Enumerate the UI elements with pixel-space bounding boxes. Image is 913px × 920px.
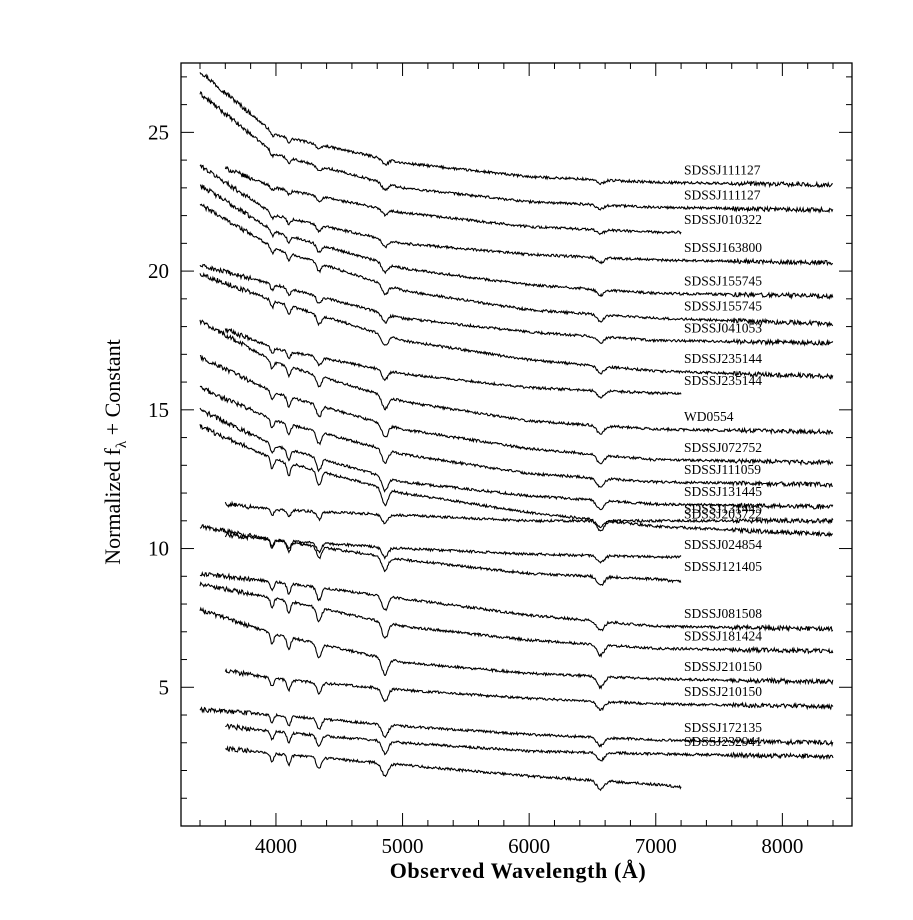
spectrum-label: SDSSJ111059	[684, 462, 761, 477]
spectrum-label: SDSSJ210150	[684, 659, 762, 674]
spectrum-label: SDSSJ024854	[684, 537, 762, 552]
spectrum-label: SDSSJ155745	[684, 273, 762, 288]
x-tick-label: 8000	[761, 834, 803, 858]
spectrum-label: SDSSJ081508	[684, 606, 762, 621]
spectrum-line	[199, 571, 834, 633]
spectrum-line	[199, 606, 834, 690]
spectrum-line	[224, 500, 834, 529]
spectrum-line	[199, 163, 834, 267]
spectrum-label: SDSSJ131445	[684, 501, 762, 516]
spectrum-label: SDSSJ203722	[684, 506, 762, 521]
spectrum-line	[199, 424, 833, 538]
spectrum-label: SDSSJ131445	[684, 484, 762, 499]
spectrum-line	[199, 271, 834, 380]
spectrum-line	[225, 723, 834, 762]
spectrum-label: SDSSJ121405	[684, 559, 762, 574]
plot-border	[180, 62, 853, 827]
spectrum-label: SDSSJ072752	[684, 440, 762, 455]
y-tick-label: 10	[148, 537, 169, 561]
spectrum-line	[199, 319, 834, 436]
spectrum-line	[225, 745, 682, 792]
spectrum-label: SDSSJ210150	[684, 684, 762, 699]
y-axis-title-subscript: λ	[114, 440, 130, 448]
y-axis-title-rest: + Constant	[100, 339, 125, 441]
spectrum-line	[199, 385, 833, 489]
spectrum-label: SDSSJ041053	[684, 320, 762, 335]
spectrum-label: SDSSJ111127	[684, 162, 761, 177]
spectrum-line	[199, 203, 834, 328]
spectrum-label: SDSSJ232941	[684, 734, 762, 749]
x-tick-label: 5000	[382, 834, 424, 858]
spectrum-line	[199, 90, 834, 214]
spectra-curves	[199, 72, 834, 792]
x-axis-title: Observed Wavelength (Å)	[390, 858, 647, 883]
x-tick-label: 7000	[635, 834, 677, 858]
spectrum-label: SDSSJ172135	[684, 720, 762, 735]
spectrum-line	[224, 531, 682, 564]
spectrum-line	[199, 72, 833, 189]
y-axis-ticks: 5 10 15 20 25	[148, 76, 852, 799]
spectrum-label: SDSSJ181424	[684, 628, 762, 643]
y-tick-label: 25	[148, 120, 169, 144]
spectrum-line	[224, 165, 682, 236]
spectrum-line	[224, 327, 682, 399]
spectrum-line	[199, 183, 834, 300]
spectrum-label: SDSSJ010322	[684, 212, 762, 227]
spectrum-label: SDSSJ163800	[684, 240, 762, 255]
spectrum-line	[199, 263, 834, 347]
spectrum-line	[199, 581, 834, 658]
spectrum-line	[199, 407, 834, 511]
y-tick-label: 5	[159, 675, 170, 699]
spectrum-label: WD0554	[684, 409, 734, 424]
y-axis-title-main: Normalized f	[100, 447, 125, 564]
y-tick-label: 15	[148, 398, 169, 422]
x-axis-ticks: 4000 5000 6000 7000 8000	[199, 63, 834, 858]
plot-frame	[180, 62, 853, 827]
y-axis-title: Normalized fλ + Constant	[100, 339, 130, 565]
x-tick-label: 4000	[255, 834, 297, 858]
x-tick-label: 6000	[508, 834, 550, 858]
spectrum-line	[199, 524, 682, 586]
spectrum-line	[224, 667, 834, 712]
spectrum-line	[199, 354, 834, 467]
y-tick-label: 20	[148, 259, 169, 283]
spectrum-label: SDSSJ235144	[684, 373, 762, 388]
spectrum-label: SDSSJ235144	[684, 351, 762, 366]
spectrum-line	[199, 706, 834, 748]
spectrum-label: SDSSJ111127	[684, 187, 761, 202]
spectrum-label: SDSSJ155745	[684, 298, 762, 313]
spectrum-labels: SDSSJ111127 SDSSJ111127 SDSSJ010322 SDSSJ16…	[684, 162, 762, 749]
